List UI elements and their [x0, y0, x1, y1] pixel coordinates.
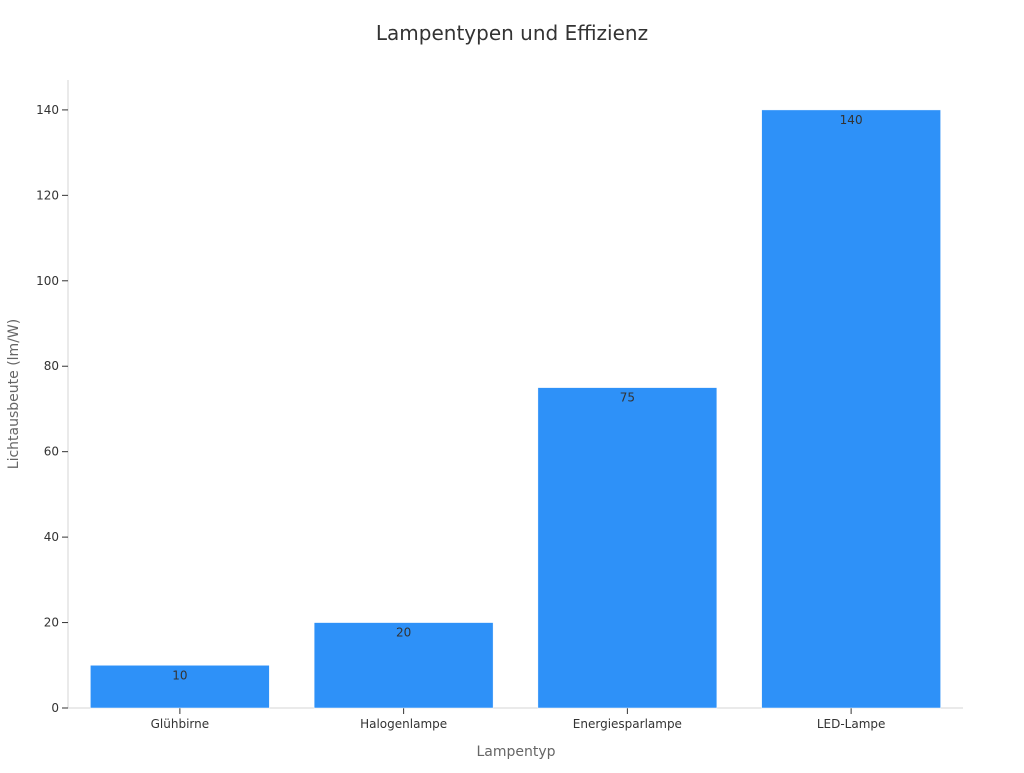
chart-title: Lampentypen und Effizienz — [376, 21, 648, 45]
data-label: 10 — [172, 668, 187, 682]
x-tick-label: Halogenlampe — [360, 717, 447, 731]
bar — [90, 665, 270, 709]
bar — [761, 109, 941, 709]
x-axis-title: Lampentyp — [476, 744, 555, 760]
y-tick-label: 60 — [44, 445, 59, 459]
y-tick-label: 40 — [44, 530, 59, 544]
y-axis: 0 20 40 60 80 100 120 140 — [36, 80, 69, 715]
y-tick-label: 0 — [51, 701, 59, 715]
data-label: 140 — [840, 113, 863, 127]
y-tick-label: 80 — [44, 359, 59, 373]
x-tick-label: Glühbirne — [151, 717, 210, 731]
y-axis-title: Lichtausbeute (lm/W) — [6, 319, 22, 469]
bar — [313, 622, 494, 709]
y-tick-label: 100 — [36, 274, 59, 288]
y-tick-label: 140 — [36, 103, 59, 117]
y-tick-label: 120 — [36, 188, 59, 202]
y-tick-label: 20 — [44, 616, 59, 630]
bars — [90, 109, 941, 709]
bar — [537, 387, 718, 709]
data-label: 75 — [620, 391, 635, 405]
x-tick-label: Energiesparlampe — [573, 717, 682, 731]
data-labels: 10 20 75 140 — [172, 113, 862, 682]
x-tick-label: LED-Lampe — [817, 717, 886, 731]
x-axis: Glühbirne Halogenlampe Energiesparlampe LED… — [68, 707, 963, 731]
data-label: 20 — [396, 626, 411, 640]
